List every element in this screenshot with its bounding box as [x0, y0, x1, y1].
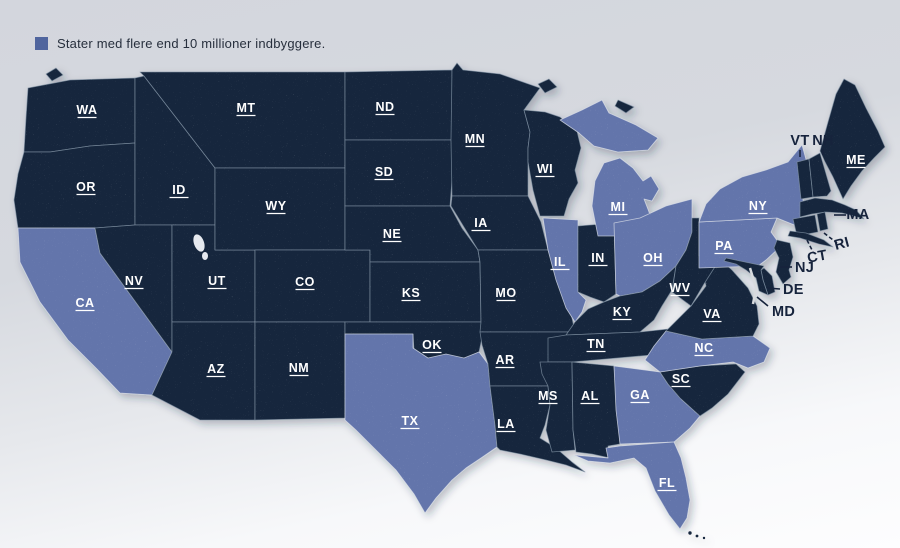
state-label-MA: MA	[846, 207, 869, 223]
state-label-CO: CO	[295, 275, 315, 289]
state-label-OH: OH	[643, 251, 663, 265]
callout-line-DE	[766, 287, 781, 290]
state-label-MN: MN	[465, 132, 485, 146]
state-label-PA: PA	[715, 239, 732, 253]
florida-keys-island	[688, 531, 692, 535]
state-label-LA: LA	[497, 417, 515, 431]
labels-layer: WA OR CA ID NV UT AZ MT WY CO NM ND SD NE KS OK TX MN IA MO…	[75, 100, 866, 492]
state-label-CA: CA	[75, 296, 94, 310]
state-label-OR: OR	[76, 180, 96, 194]
state-label-GA: GA	[630, 388, 650, 402]
state-label-WA: WA	[76, 103, 97, 117]
texture-overlay	[14, 63, 885, 529]
state-label-FL: FL	[659, 476, 675, 490]
state-label-AZ: AZ	[207, 362, 225, 376]
state-label-WV: WV	[669, 281, 690, 295]
state-label-IL: IL	[554, 255, 566, 269]
state-label-TN: TN	[587, 337, 605, 351]
state-label-WI: WI	[537, 162, 553, 176]
state-label-IA: IA	[474, 216, 488, 230]
state-label-KS: KS	[402, 286, 420, 300]
state-label-MT: MT	[236, 101, 255, 115]
state-label-VA: VA	[703, 307, 720, 321]
great-salt-lake	[193, 234, 205, 252]
state-label-MI: MI	[611, 200, 626, 214]
state-label-OK: OK	[422, 338, 442, 352]
state-label-NV: NV	[125, 274, 144, 288]
state-label-ME: ME	[846, 153, 866, 167]
callout-line-RI	[823, 232, 838, 244]
florida-keys-island	[695, 534, 699, 538]
state-label-NH: NH	[812, 133, 834, 149]
great-salt-lake	[202, 252, 208, 260]
state-label-IN: IN	[591, 251, 605, 265]
state-label-NJ: NJ	[795, 260, 814, 276]
state-label-KY: KY	[613, 305, 632, 319]
callout-line-MD	[756, 296, 769, 307]
state-label-MS: MS	[538, 389, 558, 403]
state-label-RI: RI	[833, 234, 852, 253]
state-label-SD: SD	[375, 165, 393, 179]
legend: Stater med flere end 10 millioner indbyg…	[35, 36, 325, 51]
callout-line-CT	[806, 239, 814, 253]
state-label-UT: UT	[208, 274, 226, 288]
state-label-WY: WY	[265, 199, 286, 213]
state-label-ND: ND	[375, 100, 394, 114]
state-label-SC: SC	[672, 372, 690, 386]
state-label-NC: NC	[694, 341, 713, 355]
water-features-layer	[193, 234, 758, 305]
state-label-AR: AR	[495, 353, 514, 367]
state-label-VT: VT	[790, 133, 809, 149]
state-label-ID: ID	[172, 183, 186, 197]
state-label-AL: AL	[581, 389, 599, 403]
state-label-NY: NY	[749, 199, 768, 213]
state-label-NM: NM	[289, 361, 309, 375]
state-label-TX: TX	[402, 414, 419, 428]
legend-swatch	[35, 37, 48, 50]
state-label-MO: MO	[495, 286, 516, 300]
state-label-NE: NE	[383, 227, 401, 241]
state-label-MD: MD	[772, 304, 795, 320]
state-label-CT: CT	[806, 247, 828, 266]
legend-label: Stater med flere end 10 millioner indbyg…	[57, 36, 326, 51]
florida-keys-island	[702, 536, 706, 540]
chesapeake-bay	[748, 267, 758, 305]
state-label-DE: DE	[783, 282, 804, 298]
